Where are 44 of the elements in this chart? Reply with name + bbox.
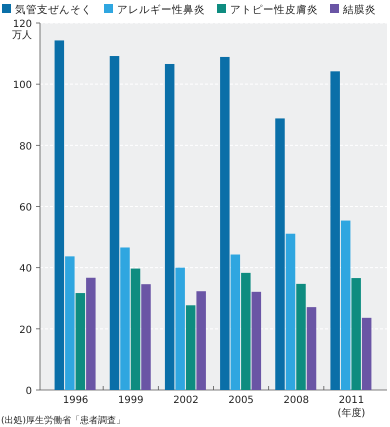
bar — [351, 278, 361, 390]
bar — [86, 278, 96, 390]
x-tick-label: 2002 — [173, 395, 199, 406]
legend-label: アトピー性皮膚炎 — [230, 3, 318, 16]
bar — [110, 56, 120, 390]
bar — [362, 318, 372, 390]
x-tick-label: 1996 — [62, 395, 88, 406]
bar — [120, 247, 130, 390]
bar — [330, 71, 340, 390]
bar — [275, 118, 285, 390]
bar — [141, 284, 151, 390]
legend-label: アレルギー性鼻炎 — [117, 4, 205, 16]
bar — [186, 305, 196, 390]
bar — [286, 234, 296, 390]
bar — [230, 254, 240, 390]
text: (出処)厚生労働省「患者調査」 — [1, 415, 126, 426]
bar — [241, 272, 251, 390]
x-axis-title: (年度) — [338, 407, 366, 419]
x-tick-label: 2005 — [228, 395, 254, 406]
bar — [65, 256, 75, 390]
bar — [306, 307, 316, 390]
bar — [130, 268, 140, 390]
bar — [252, 292, 262, 390]
y-tick-label: 80 — [19, 141, 32, 152]
bar — [54, 40, 64, 390]
y-tick-label: 120 — [12, 19, 32, 30]
y-tick-label: 20 — [19, 324, 32, 336]
x-tick-label: 2011 — [338, 395, 364, 406]
bar — [164, 64, 174, 390]
y-tick-label: 100 — [12, 80, 32, 92]
y-tick-label: 60 — [19, 202, 32, 214]
bar — [175, 268, 185, 390]
y-tick-label: 0 — [26, 386, 32, 397]
legend-label: 気管支ぜんそく — [15, 3, 92, 16]
legend-label: 結膜炎 — [342, 4, 376, 16]
bar — [296, 284, 306, 390]
y-axis-title: 万人 — [12, 30, 32, 41]
bar — [340, 220, 350, 390]
y-tick-label: 40 — [19, 264, 32, 275]
bar — [76, 293, 86, 390]
x-tick-label: 1999 — [118, 395, 144, 406]
x-tick-label: 2008 — [284, 395, 309, 406]
bar — [196, 291, 206, 390]
bar — [220, 56, 230, 390]
